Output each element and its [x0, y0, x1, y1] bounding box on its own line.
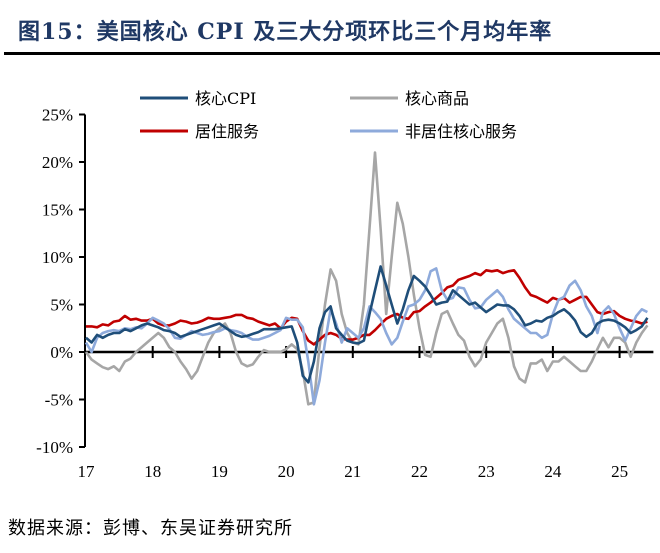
figure-title: 图15：美国核心 CPI 及三大分项环比三个月均年率 [18, 19, 553, 45]
x-tick-label: 23 [478, 462, 495, 481]
legend-label-0: 核心CPI [195, 89, 256, 108]
x-tick-label: 20 [278, 462, 295, 481]
y-tick-label: 10% [42, 248, 73, 267]
x-tick-label: 17 [78, 462, 96, 481]
title-divider [4, 52, 660, 55]
x-tick-label: 25 [611, 462, 628, 481]
series-line-0 [85, 265, 649, 384]
series-line-3 [84, 267, 648, 406]
x-tick-label: 18 [144, 462, 161, 481]
legend-label-3: 非居住核心服务 [405, 122, 517, 141]
source-note: 数据来源：彭博、东吴证券研究所 [8, 518, 293, 539]
y-tick-label: 0% [50, 343, 73, 362]
y-tick-label: 5% [50, 296, 73, 315]
axes: -10% -5% 0% 5% 10% 15% 20% 25% 17 18 19 20 21 22 23 24 2… [36, 106, 654, 481]
y-tick-label: 20% [42, 153, 73, 172]
y-tick-label: -5% [45, 391, 73, 410]
x-tick-label: 21 [344, 462, 361, 481]
legend-label-2: 居住服务 [195, 122, 259, 141]
series-line-1 [84, 151, 649, 406]
x-tick-label: 19 [211, 462, 228, 481]
series-lines [84, 151, 649, 406]
y-tick-label: 25% [42, 106, 73, 125]
y-tick-label: -10% [36, 438, 73, 457]
legend-label-1: 核心商品 [405, 89, 469, 108]
x-tick-label: 24 [544, 462, 562, 481]
series-line-2 [86, 268, 648, 346]
x-tick-label: 22 [411, 462, 428, 481]
y-tick-label: 15% [42, 201, 73, 220]
